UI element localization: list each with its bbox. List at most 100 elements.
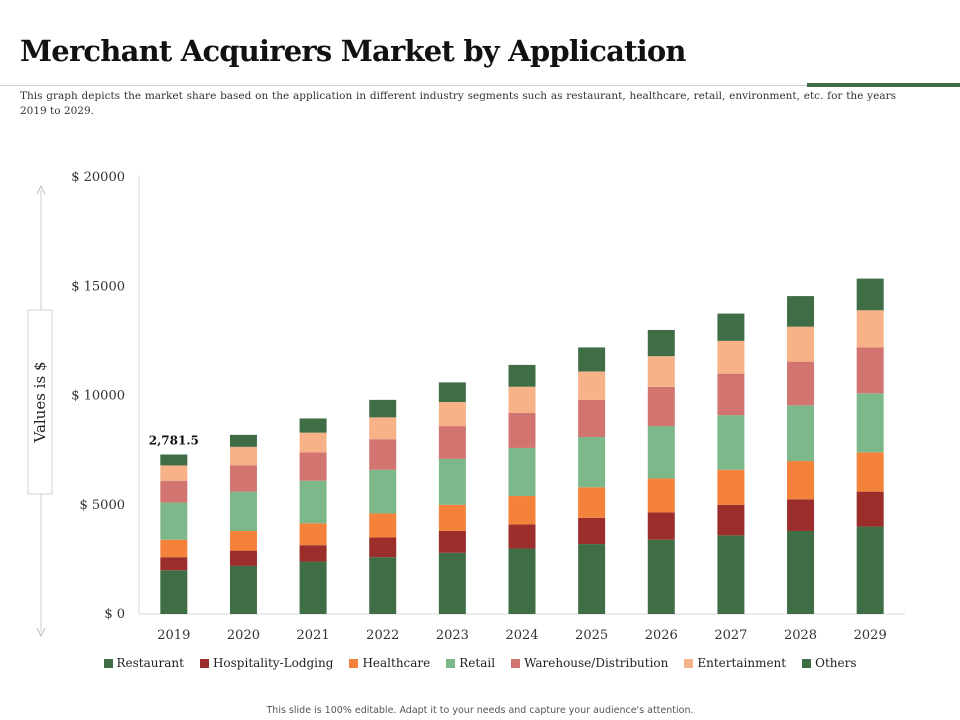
bar-healthcare-2027 (717, 469, 745, 505)
bar-entertainment-2023 (438, 402, 466, 427)
bar-restaurant-2025 (578, 544, 606, 614)
legend-swatch (349, 658, 359, 668)
bar-warehouse-distribution-2022 (369, 439, 397, 470)
bar-healthcare-2024 (508, 496, 536, 525)
legend-item: Restaurant (103, 656, 184, 670)
bar-entertainment-2028 (787, 326, 815, 362)
y-tick-label: $ 5000 (80, 498, 126, 513)
bar-others-2028 (787, 296, 815, 327)
x-tick-label: 2022 (366, 628, 399, 643)
page-subtitle: This graph depicts the market share base… (20, 90, 896, 117)
bar-healthcare-2021 (299, 523, 327, 546)
x-tick-label: 2023 (436, 628, 469, 643)
bar-healthcare-2025 (578, 487, 606, 518)
bar-others-2027 (717, 313, 745, 341)
bar-hospitality-lodging-2025 (578, 517, 606, 545)
bar-restaurant-2021 (299, 561, 327, 614)
arrow-down-icon (36, 627, 46, 638)
bar-hospitality-lodging-2023 (438, 530, 466, 553)
bar-healthcare-2023 (438, 504, 466, 531)
bar-retail-2026 (647, 426, 675, 479)
bar-restaurant-2022 (369, 557, 397, 614)
bar-healthcare-2026 (647, 478, 675, 513)
legend-item: Entertainment (684, 656, 786, 670)
bar-healthcare-2029 (856, 452, 884, 492)
legend-swatch (446, 658, 456, 668)
bar-restaurant-2029 (856, 526, 884, 614)
bar-hospitality-lodging-2027 (717, 504, 745, 536)
bar-entertainment-2027 (717, 340, 745, 374)
x-tick-label: 2028 (784, 628, 817, 643)
legend-label: Entertainment (697, 656, 787, 670)
legend-item: Hospitality-Lodging (199, 656, 334, 670)
bar-retail-2028 (787, 405, 815, 462)
bar-warehouse-distribution-2023 (438, 426, 466, 459)
bar-entertainment-2021 (299, 432, 327, 453)
x-tick-label: 2020 (227, 628, 260, 643)
legend-label: Restaurant (116, 656, 184, 670)
legend-swatch (684, 658, 694, 668)
bar-healthcare-2019 (160, 539, 188, 558)
x-tick-label: 2025 (575, 628, 608, 643)
x-tick-label: 2019 (157, 628, 190, 643)
bar-others-2024 (508, 364, 536, 387)
bar-hospitality-lodging-2029 (856, 491, 884, 527)
bar-entertainment-2029 (856, 310, 884, 348)
title-accent-bar (807, 83, 960, 87)
bar-hospitality-lodging-2024 (508, 524, 536, 549)
x-tick-label: 2024 (505, 628, 538, 643)
bar-hospitality-lodging-2021 (299, 545, 327, 562)
bar-warehouse-distribution-2027 (717, 373, 745, 416)
bar-hospitality-lodging-2028 (787, 499, 815, 531)
bar-entertainment-2024 (508, 386, 536, 413)
bar-warehouse-distribution-2029 (856, 347, 884, 394)
bar-retail-2023 (438, 458, 466, 505)
bar-others-2019 (160, 454, 188, 466)
bar-restaurant-2028 (787, 530, 815, 614)
bar-warehouse-distribution-2028 (787, 361, 815, 406)
chart-legend: Restaurant Hospitality-Lodging Healthcare R… (0, 656, 960, 670)
legend-label: Warehouse/Distribution (524, 656, 669, 670)
bar-entertainment-2026 (647, 356, 675, 387)
bar-healthcare-2020 (229, 530, 257, 551)
bar-retail-2029 (856, 393, 884, 453)
arrow-up-icon (36, 184, 46, 195)
bar-warehouse-distribution-2026 (647, 386, 675, 427)
legend-swatch (802, 658, 812, 668)
bar-restaurant-2027 (717, 535, 745, 614)
data-label-annotation: 2,781.5 (149, 433, 199, 447)
bar-warehouse-distribution-2024 (508, 412, 536, 448)
bar-hospitality-lodging-2026 (647, 512, 675, 540)
bar-restaurant-2024 (508, 548, 536, 614)
bar-hospitality-lodging-2020 (229, 550, 257, 566)
x-tick-label: 2029 (854, 628, 887, 643)
bar-restaurant-2026 (647, 539, 675, 614)
legend-label: Hospitality-Lodging (212, 656, 334, 670)
y-tick-label: $ 10000 (71, 389, 125, 404)
bar-healthcare-2022 (369, 513, 397, 538)
bar-others-2022 (369, 399, 397, 418)
x-tick-label: 2026 (645, 628, 678, 643)
y-tick-label: $ 0 (104, 607, 125, 622)
bar-retail-2020 (229, 491, 257, 531)
bar-others-2021 (299, 418, 327, 433)
bar-entertainment-2025 (578, 371, 606, 400)
y-axis-label: Values is $ (31, 361, 49, 443)
bar-others-2020 (229, 434, 257, 447)
bar-restaurant-2023 (438, 552, 466, 614)
title-divider (0, 85, 960, 86)
bar-retail-2025 (578, 437, 606, 488)
bar-healthcare-2028 (787, 461, 815, 500)
x-tick-label: 2021 (297, 628, 330, 643)
legend-label: Others (815, 656, 857, 670)
bar-others-2029 (856, 278, 884, 311)
bar-retail-2027 (717, 415, 745, 470)
legend-label: Healthcare (362, 656, 431, 670)
legend-item: Retail (446, 656, 495, 670)
legend-swatch (103, 658, 113, 668)
bar-hospitality-lodging-2019 (160, 557, 188, 571)
bar-restaurant-2019 (160, 570, 188, 614)
legend-swatch (199, 658, 209, 668)
footer-note: This slide is 100% editable. Adapt it to… (266, 705, 694, 716)
bar-others-2025 (578, 347, 606, 372)
